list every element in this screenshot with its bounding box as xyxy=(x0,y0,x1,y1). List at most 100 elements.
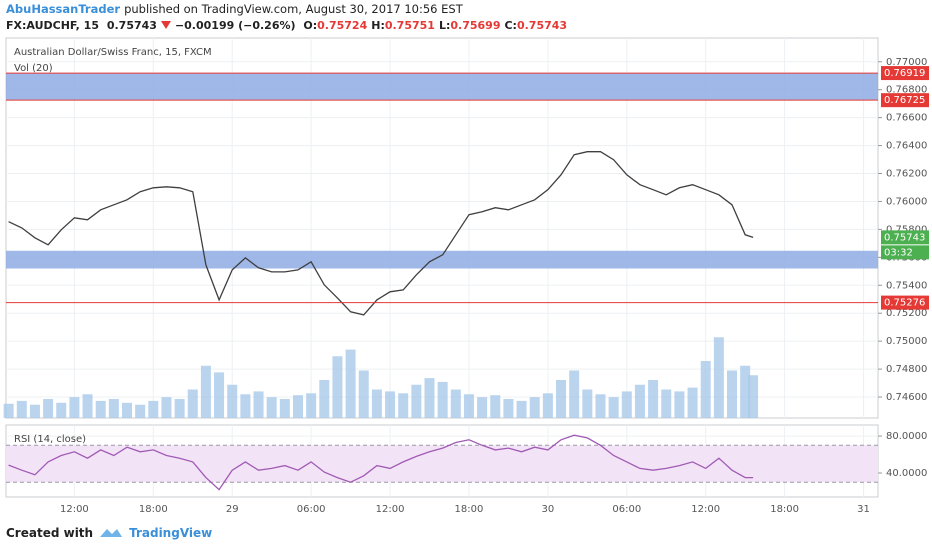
volume-bar xyxy=(490,395,501,418)
volume-bar xyxy=(477,397,488,418)
x-tick-label: 18:00 xyxy=(770,504,799,515)
volume-bar xyxy=(29,404,40,418)
y-tick-label: 80.0000 xyxy=(886,431,927,442)
rsi-band xyxy=(6,445,878,483)
volume-bar xyxy=(634,384,645,418)
y-tick-label: 0.76800 xyxy=(886,85,927,96)
x-tick-label: 18:00 xyxy=(139,504,168,515)
volume-bar xyxy=(700,361,711,418)
y-tick-label: 0.74800 xyxy=(886,364,927,375)
volume-bar xyxy=(69,397,80,418)
x-tick-label: 06:00 xyxy=(297,504,326,515)
volume-bar xyxy=(319,380,330,418)
x-tick-label: 12:00 xyxy=(60,504,89,515)
volume-bar xyxy=(437,381,448,418)
volume-bar xyxy=(595,394,606,418)
countdown-box xyxy=(881,245,929,260)
y-tick-label: 40.0000 xyxy=(886,468,927,479)
volume-bar xyxy=(450,389,461,418)
volume-bar xyxy=(161,397,172,418)
volume-bar xyxy=(95,400,106,418)
y-tick-label: 0.75000 xyxy=(886,336,927,347)
volume-bar xyxy=(148,400,159,418)
volume-bar xyxy=(253,391,264,418)
countdown: 03:32 xyxy=(884,247,913,258)
level-label-box xyxy=(881,66,929,81)
created-with: Created with xyxy=(6,526,94,540)
volume-bar xyxy=(56,402,67,418)
legend-entry: RSI (14, close) xyxy=(14,434,86,445)
x-tick-label: 12:00 xyxy=(376,504,405,515)
y-tick-label: 0.76000 xyxy=(886,196,927,207)
volume-bar xyxy=(411,384,422,418)
volume-bar xyxy=(187,389,198,418)
volume-bar xyxy=(240,394,251,418)
volume-bar xyxy=(542,393,553,418)
volume-bar xyxy=(371,389,382,418)
level-label: 0.76725 xyxy=(884,95,925,106)
series-line xyxy=(8,434,754,491)
published: published on TradingView.com, August 30,… xyxy=(124,2,463,16)
level-label-box xyxy=(881,93,929,108)
volume-bar xyxy=(608,397,619,418)
ohlc-key: H: xyxy=(371,19,385,32)
y-tick-label: 0.74600 xyxy=(886,392,927,403)
volume-bar xyxy=(727,370,738,418)
y-tick-label: 0.75200 xyxy=(886,308,927,319)
volume-bar xyxy=(266,397,277,418)
y-tick-label: 0.76600 xyxy=(886,113,927,124)
volume-bar xyxy=(135,404,146,418)
volume-bar xyxy=(3,403,14,418)
x-tick-label: 06:00 xyxy=(612,504,641,515)
zone xyxy=(6,73,878,101)
volume-bar xyxy=(345,349,356,418)
ohlc: O:0.75724 H:0.75751 L:0.75699 C:0.75743 xyxy=(303,19,571,32)
change: −0.00199 (−0.26%) xyxy=(174,19,296,32)
x-tick-label: 31 xyxy=(857,504,870,515)
symbol-line: FX:AUDCHF, 15 0.75743 −0.00199 (−0.26%) O… xyxy=(6,19,575,32)
volume-bar xyxy=(174,399,185,418)
volume-bar xyxy=(82,394,93,418)
brand: TradingView xyxy=(129,526,213,540)
volume-bar xyxy=(569,370,580,418)
volume-bar xyxy=(661,389,672,418)
volume-bar xyxy=(200,365,211,418)
volume-bar xyxy=(621,391,632,418)
y-tick-label: 0.75800 xyxy=(886,224,927,235)
volume-bar xyxy=(108,399,119,418)
volume-bar xyxy=(687,387,698,418)
volume-bar xyxy=(503,399,514,418)
legend-entry: Australian Dollar/Swiss Franc, 15, FXCM xyxy=(14,47,212,58)
last-box xyxy=(881,230,929,245)
volume-bar xyxy=(529,397,540,418)
down-arrow xyxy=(160,21,171,29)
pane xyxy=(5,37,879,419)
volume-bar xyxy=(748,375,759,418)
y-tick-label: 0.76400 xyxy=(886,141,927,152)
volume-bar xyxy=(214,372,225,418)
y-tick-label: 0.77000 xyxy=(886,57,927,68)
volume-bar xyxy=(358,370,369,418)
y-tick-label: 0.76200 xyxy=(886,169,927,180)
x-tick-label: 30 xyxy=(542,504,555,515)
footer: Created with TradingView xyxy=(6,526,212,540)
ohlc-key: O: xyxy=(303,19,318,32)
volume-bar xyxy=(516,400,527,418)
volume-bar xyxy=(16,400,27,418)
volume-bar xyxy=(556,380,567,418)
ohlc-key: C: xyxy=(504,19,517,32)
volume-bar xyxy=(122,402,133,418)
series-line xyxy=(8,151,754,316)
x-tick-label: 29 xyxy=(226,504,239,515)
x-tick-label: 12:00 xyxy=(691,504,720,515)
last-label: 0.75743 xyxy=(884,232,925,243)
volume-bar xyxy=(648,380,659,418)
header-line: AbuHassanTrader published on TradingView.… xyxy=(6,2,467,16)
level-label: 0.76919 xyxy=(884,68,925,79)
volume-bar xyxy=(292,395,303,418)
level-label: 0.75276 xyxy=(884,298,925,309)
volume-bar xyxy=(713,337,724,418)
ohlc-value: 0.75751 xyxy=(384,19,435,32)
